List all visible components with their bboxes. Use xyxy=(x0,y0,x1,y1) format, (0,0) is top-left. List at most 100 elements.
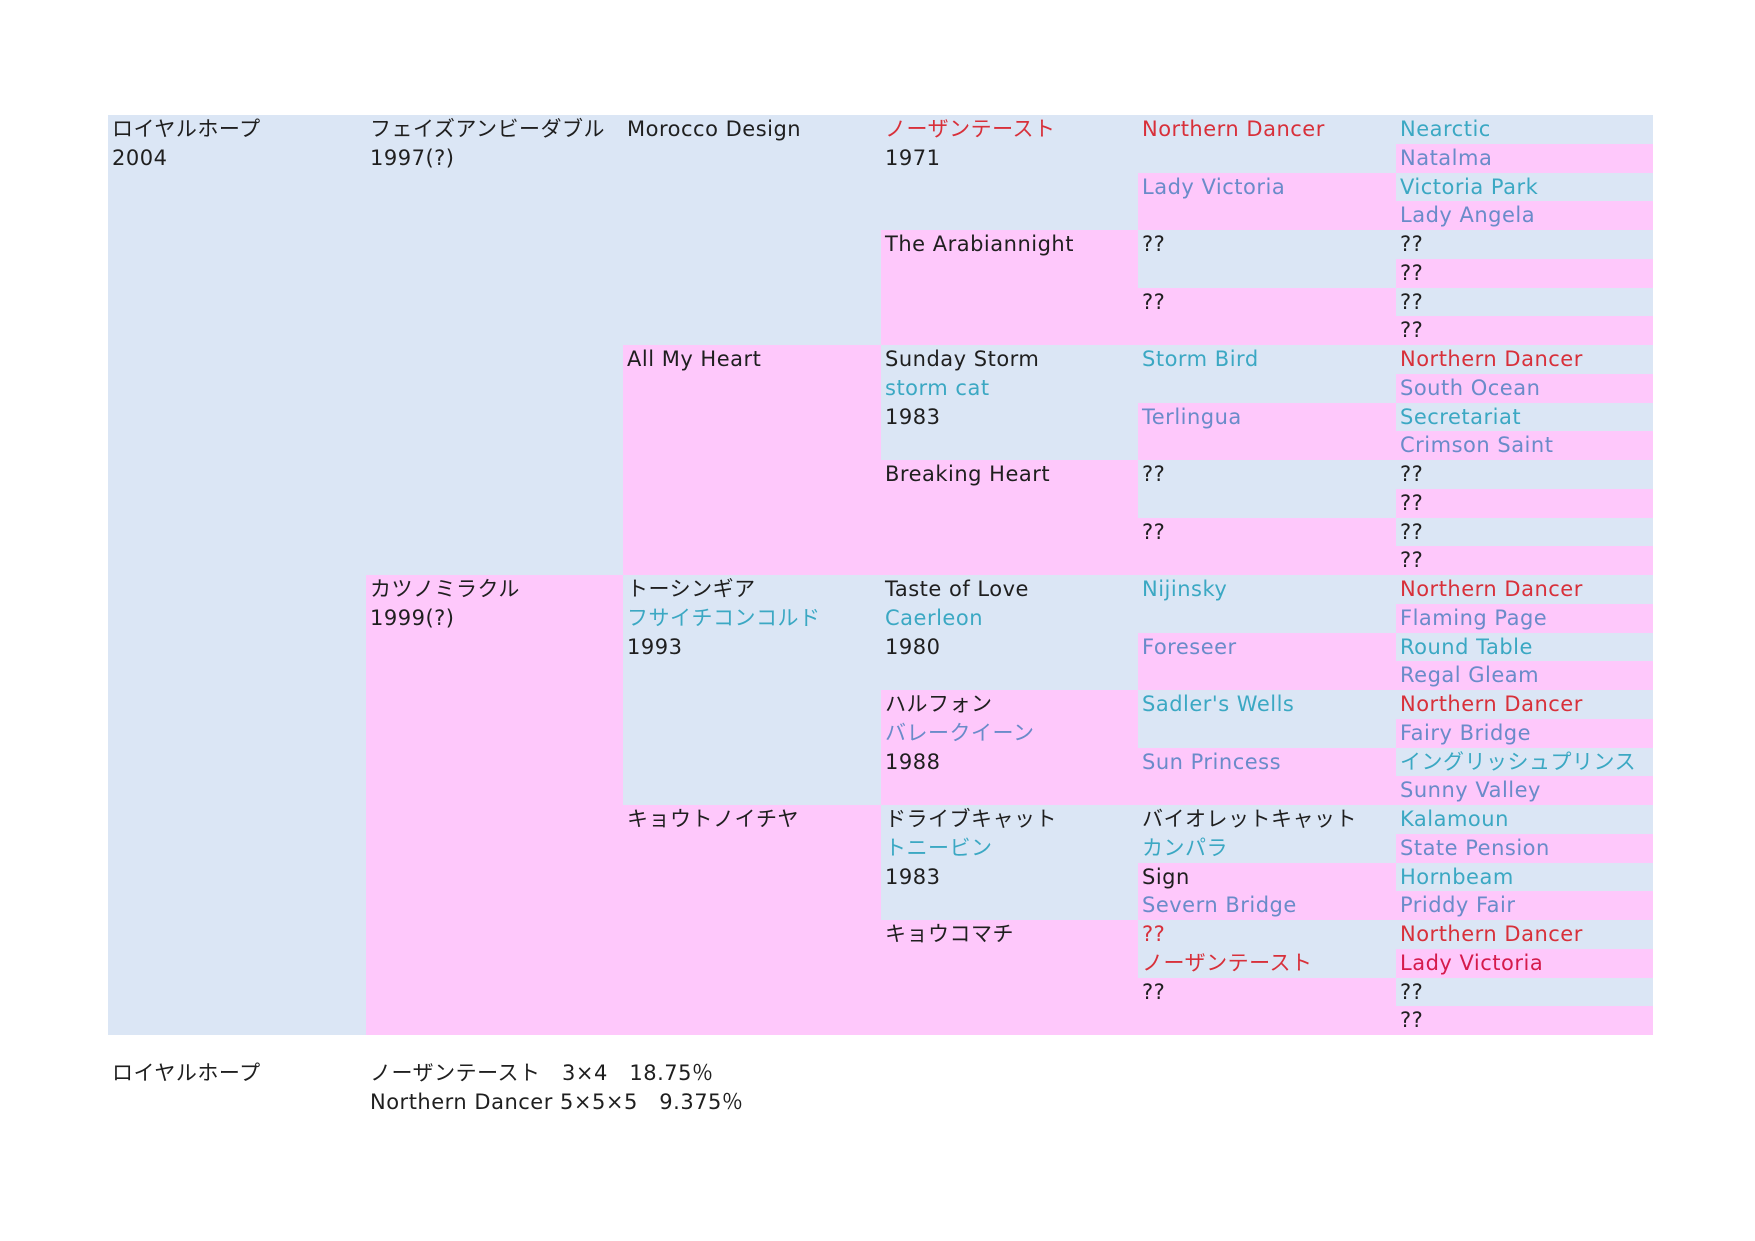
inbreeding-summary: ノーザンテースト 3×4 18.75％ Northern Dancer 5×5×… xyxy=(370,1059,743,1117)
gen5-name: ?? xyxy=(1142,979,1166,1004)
gen6-cell: Northern Dancer xyxy=(1396,690,1653,719)
gen5-name: ?? xyxy=(1142,289,1166,314)
gen5-name: Foreseer xyxy=(1142,634,1237,659)
gen6-cell: State Pension xyxy=(1396,833,1653,863)
gen6-cell: Lady Victoria xyxy=(1396,948,1653,978)
gen6-cell: Secretariat xyxy=(1396,402,1653,432)
gen4-cell: The Arabiannight xyxy=(881,230,1138,345)
gen4-name: ハルフォン xyxy=(885,692,993,716)
gen4-line2: バレークイーン xyxy=(885,720,1035,745)
gen6-name: ?? xyxy=(1400,318,1424,343)
gen6-name: ?? xyxy=(1400,289,1424,314)
gen5-cell: Sign Severn Bridge xyxy=(1138,862,1396,920)
gen4-year: 1988 xyxy=(885,749,941,774)
gen5-name: バイオレットキャット xyxy=(1142,807,1357,831)
gen6-cell: イングリッシュプリンス xyxy=(1396,747,1653,777)
gen6-cell: Victoria Park xyxy=(1396,172,1653,202)
gen5-name: Lady Victoria xyxy=(1142,174,1286,199)
gen6-name: Kalamoun xyxy=(1400,807,1509,831)
gen4-line2: storm cat xyxy=(885,375,990,400)
gen4-line2: Caerleon xyxy=(885,605,983,630)
gen5-line2: ノーザンテースト xyxy=(1142,950,1313,975)
gen6-cell: South Ocean xyxy=(1396,373,1653,403)
gen4-year: 1983 xyxy=(885,864,941,889)
gen4-name: Breaking Heart xyxy=(885,462,1051,486)
dam-cell: カツノミラクル 1999(?) xyxy=(366,575,623,1035)
gen6-name: Flaming Page xyxy=(1400,605,1548,630)
gen5-cell: Lady Victoria xyxy=(1138,172,1396,230)
gen6-cell: ?? xyxy=(1396,977,1653,1007)
gen4-name: Taste of Love xyxy=(885,577,1029,601)
gen5-cell: ?? xyxy=(1138,977,1396,1035)
gen5-cell: Nijinsky xyxy=(1138,575,1396,633)
dam-sire-year: 1993 xyxy=(627,634,683,659)
gen6-name: Crimson Saint xyxy=(1400,433,1554,458)
gen5-cell: ?? ノーザンテースト xyxy=(1138,920,1396,978)
gen5-name: Northern Dancer xyxy=(1142,117,1325,141)
gen6-name: Northern Dancer xyxy=(1400,922,1583,946)
gen4-year: 1971 xyxy=(885,145,941,170)
dam-year: 1999(?) xyxy=(370,605,455,630)
gen4-cell: Taste of Love Caerleon 1980 xyxy=(881,575,1138,690)
gen4-cell: ノーザンテースト 1971 xyxy=(881,115,1138,230)
dam-sire-cell: トーシンギア フサイチコンコルド 1993 xyxy=(623,575,881,805)
gen5-cell: ?? xyxy=(1138,287,1396,345)
gen6-name: Northern Dancer xyxy=(1400,347,1583,371)
gen6-name: Sunny Valley xyxy=(1400,778,1541,803)
gen6-name: Secretariat xyxy=(1400,404,1522,429)
gen4-name: ノーザンテースト xyxy=(885,117,1056,141)
gen6-name: ?? xyxy=(1400,260,1424,285)
sire-sire-cell: Morocco Design xyxy=(623,115,881,345)
gen6-cell: ?? xyxy=(1396,488,1653,518)
gen6-name: ?? xyxy=(1400,548,1424,573)
sire-cell: フェイズアンビーダブル 1997(?) xyxy=(366,115,623,575)
gen6-cell: ?? xyxy=(1396,1006,1653,1035)
gen5-name: Sign xyxy=(1142,864,1190,889)
gen4-year: 1980 xyxy=(885,634,941,659)
gen6-name: Round Table xyxy=(1400,634,1533,659)
gen5-cell: Foreseer xyxy=(1138,632,1396,690)
gen6-cell: ?? xyxy=(1396,230,1653,259)
gen6-name: Northern Dancer xyxy=(1400,577,1583,601)
sire-sire-name: Morocco Design xyxy=(627,117,802,141)
gen5-cell: Sun Princess xyxy=(1138,747,1396,805)
gen5-name: ?? xyxy=(1142,922,1166,946)
gen5-name: Terlingua xyxy=(1142,404,1242,429)
gen5-name: ?? xyxy=(1142,519,1166,544)
gen5-cell: ?? xyxy=(1138,230,1396,288)
gen4-cell: ハルフォン バレークイーン 1988 xyxy=(881,690,1138,805)
inbreeding-line-1: ノーザンテースト 3×4 18.75％ xyxy=(370,1061,714,1085)
gen6-cell: ?? xyxy=(1396,287,1653,317)
gen5-cell: ?? xyxy=(1138,460,1396,518)
gen6-name: State Pension xyxy=(1400,835,1550,860)
horse-year: 2004 xyxy=(112,145,168,170)
gen4-line2: トニービン xyxy=(885,835,993,860)
sire-dam-cell: All My Heart xyxy=(623,345,881,575)
gen6-cell: Hornbeam xyxy=(1396,862,1653,892)
gen6-cell: ?? xyxy=(1396,258,1653,288)
horse-name: ロイヤルホープ xyxy=(112,117,261,141)
dam-dam-name: キョウトノイチヤ xyxy=(627,807,799,831)
gen6-cell: Natalma xyxy=(1396,143,1653,173)
gen6-cell: ?? xyxy=(1396,316,1653,345)
gen5-cell: バイオレットキャット カンパラ xyxy=(1138,805,1396,863)
gen6-name: Nearctic xyxy=(1400,117,1491,141)
gen5-line2: カンパラ xyxy=(1142,835,1228,860)
gen4-name: Sunday Storm xyxy=(885,347,1040,371)
gen6-name: ?? xyxy=(1400,519,1424,544)
inbreeding-line-2: Northern Dancer 5×5×5 9.375％ xyxy=(370,1089,744,1114)
gen4-cell: Breaking Heart xyxy=(881,460,1138,575)
gen5-cell: ?? xyxy=(1138,517,1396,575)
gen6-name: ?? xyxy=(1400,462,1424,486)
gen6-name: Victoria Park xyxy=(1400,174,1539,199)
gen6-cell: Crimson Saint xyxy=(1396,431,1653,460)
gen4-cell: Sunday Storm storm cat 1983 xyxy=(881,345,1138,460)
gen6-name: ?? xyxy=(1400,1008,1424,1033)
gen5-line2: Severn Bridge xyxy=(1142,893,1297,918)
gen6-cell: Fairy Bridge xyxy=(1396,718,1653,748)
gen6-name: South Ocean xyxy=(1400,375,1541,400)
gen6-name: Natalma xyxy=(1400,145,1493,170)
gen4-year: 1983 xyxy=(885,404,941,429)
gen6-name: Lady Victoria xyxy=(1400,950,1544,975)
gen6-cell: Lady Angela xyxy=(1396,201,1653,230)
